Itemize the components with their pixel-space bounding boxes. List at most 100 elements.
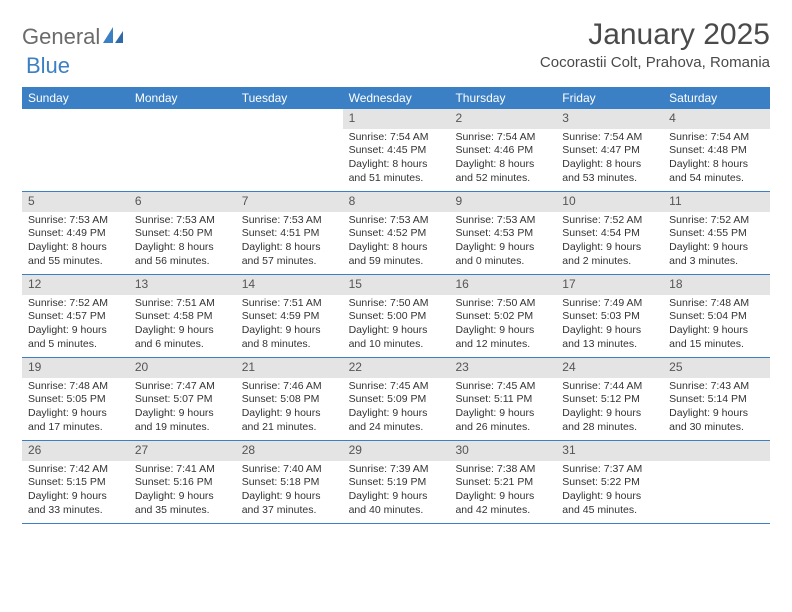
day-content: Sunrise: 7:54 AMSunset: 4:46 PMDaylight:… <box>449 129 556 190</box>
daylight-text-2: and 6 minutes. <box>135 338 230 352</box>
sunrise-text: Sunrise: 7:42 AM <box>28 463 123 477</box>
sunrise-text: Sunrise: 7:54 AM <box>349 131 444 145</box>
daylight-text-2: and 59 minutes. <box>349 255 444 269</box>
day-content: Sunrise: 7:42 AMSunset: 5:15 PMDaylight:… <box>22 461 129 522</box>
logo-text-blue: Blue <box>26 53 70 78</box>
day-number: 1 <box>343 109 450 129</box>
day-number: 5 <box>22 192 129 212</box>
sunrise-text: Sunrise: 7:51 AM <box>242 297 337 311</box>
daylight-text-1: Daylight: 9 hours <box>135 324 230 338</box>
day-content <box>663 461 770 467</box>
sunrise-text: Sunrise: 7:44 AM <box>562 380 657 394</box>
day-cell: 29Sunrise: 7:39 AMSunset: 5:19 PMDayligh… <box>343 441 450 523</box>
day-cell: 22Sunrise: 7:45 AMSunset: 5:09 PMDayligh… <box>343 358 450 440</box>
day-content: Sunrise: 7:52 AMSunset: 4:55 PMDaylight:… <box>663 212 770 273</box>
daylight-text-2: and 52 minutes. <box>455 172 550 186</box>
day-cell: 15Sunrise: 7:50 AMSunset: 5:00 PMDayligh… <box>343 275 450 357</box>
day-number: 28 <box>236 441 343 461</box>
daylight-text-2: and 45 minutes. <box>562 504 657 518</box>
daylight-text-1: Daylight: 9 hours <box>455 490 550 504</box>
day-content <box>236 129 343 135</box>
day-cell: 18Sunrise: 7:48 AMSunset: 5:04 PMDayligh… <box>663 275 770 357</box>
day-cell: 10Sunrise: 7:52 AMSunset: 4:54 PMDayligh… <box>556 192 663 274</box>
logo-sail-icon <box>103 27 125 50</box>
day-cell: 20Sunrise: 7:47 AMSunset: 5:07 PMDayligh… <box>129 358 236 440</box>
daylight-text-1: Daylight: 9 hours <box>349 324 444 338</box>
sunset-text: Sunset: 5:03 PM <box>562 310 657 324</box>
day-cell: 26Sunrise: 7:42 AMSunset: 5:15 PMDayligh… <box>22 441 129 523</box>
daylight-text-2: and 15 minutes. <box>669 338 764 352</box>
daylight-text-1: Daylight: 9 hours <box>349 490 444 504</box>
day-number <box>22 109 129 129</box>
sunrise-text: Sunrise: 7:39 AM <box>349 463 444 477</box>
daylight-text-2: and 24 minutes. <box>349 421 444 435</box>
day-headers-row: Sunday Monday Tuesday Wednesday Thursday… <box>22 87 770 109</box>
sunset-text: Sunset: 4:54 PM <box>562 227 657 241</box>
daylight-text-2: and 5 minutes. <box>28 338 123 352</box>
day-number: 19 <box>22 358 129 378</box>
daylight-text-2: and 40 minutes. <box>349 504 444 518</box>
daylight-text-2: and 17 minutes. <box>28 421 123 435</box>
sunset-text: Sunset: 5:02 PM <box>455 310 550 324</box>
daylight-text-1: Daylight: 9 hours <box>135 407 230 421</box>
daylight-text-1: Daylight: 8 hours <box>562 158 657 172</box>
day-number: 14 <box>236 275 343 295</box>
day-number: 12 <box>22 275 129 295</box>
day-number: 30 <box>449 441 556 461</box>
sunrise-text: Sunrise: 7:53 AM <box>135 214 230 228</box>
day-number <box>663 441 770 461</box>
day-number: 29 <box>343 441 450 461</box>
daylight-text-1: Daylight: 9 hours <box>242 490 337 504</box>
day-number: 16 <box>449 275 556 295</box>
day-content: Sunrise: 7:50 AMSunset: 5:00 PMDaylight:… <box>343 295 450 356</box>
day-content: Sunrise: 7:37 AMSunset: 5:22 PMDaylight:… <box>556 461 663 522</box>
sunrise-text: Sunrise: 7:53 AM <box>455 214 550 228</box>
week-row: 1 Sunrise: 7:54 AMSunset: 4:45 PM Daylight… <box>22 109 770 192</box>
daylight-text-2: and 19 minutes. <box>135 421 230 435</box>
daylight-text-2: and 56 minutes. <box>135 255 230 269</box>
day-content: Sunrise: 7:53 AMSunset: 4:51 PMDaylight:… <box>236 212 343 273</box>
day-number: 11 <box>663 192 770 212</box>
day-cell <box>663 441 770 523</box>
sunrise-text: Sunrise: 7:51 AM <box>135 297 230 311</box>
sunset-text: Sunset: 4:58 PM <box>135 310 230 324</box>
daylight-text-2: and 3 minutes. <box>669 255 764 269</box>
sunrise-text: Sunrise: 7:43 AM <box>669 380 764 394</box>
day-content: Sunrise: 7:38 AMSunset: 5:21 PMDaylight:… <box>449 461 556 522</box>
sunset-text: Sunset: 4:57 PM <box>28 310 123 324</box>
daylight-text-2: and 30 minutes. <box>669 421 764 435</box>
daylight-text-2: and 21 minutes. <box>242 421 337 435</box>
sunrise-text: Sunrise: 7:48 AM <box>28 380 123 394</box>
logo: General <box>22 24 125 50</box>
day-content: Sunrise: 7:43 AMSunset: 5:14 PMDaylight:… <box>663 378 770 439</box>
day-content: Sunrise: 7:53 AMSunset: 4:49 PMDaylight:… <box>22 212 129 273</box>
day-header: Thursday <box>449 87 556 109</box>
day-cell: 1Sunrise: 7:54 AMSunset: 4:45 PMDaylight… <box>343 109 450 191</box>
daylight-text-2: and 0 minutes. <box>455 255 550 269</box>
daylight-text-1: Daylight: 9 hours <box>562 241 657 255</box>
day-number: 8 <box>343 192 450 212</box>
day-number: 6 <box>129 192 236 212</box>
day-cell: 14Sunrise: 7:51 AMSunset: 4:59 PMDayligh… <box>236 275 343 357</box>
daylight-text-2: and 13 minutes. <box>562 338 657 352</box>
sunrise-text: Sunrise: 7:48 AM <box>669 297 764 311</box>
sunset-text: Sunset: 4:48 PM <box>669 144 764 158</box>
sunset-text: Sunset: 5:18 PM <box>242 476 337 490</box>
day-cell: 11Sunrise: 7:52 AMSunset: 4:55 PMDayligh… <box>663 192 770 274</box>
day-number <box>236 109 343 129</box>
day-cell: 3Sunrise: 7:54 AMSunset: 4:47 PMDaylight… <box>556 109 663 191</box>
sunset-text: Sunset: 5:12 PM <box>562 393 657 407</box>
day-cell <box>22 109 129 191</box>
daylight-text-1: Daylight: 8 hours <box>669 158 764 172</box>
day-content: Sunrise: 7:53 AMSunset: 4:52 PMDaylight:… <box>343 212 450 273</box>
daylight-text-1: Daylight: 9 hours <box>562 324 657 338</box>
day-number: 27 <box>129 441 236 461</box>
daylight-text-1: Daylight: 9 hours <box>455 241 550 255</box>
day-cell: 6Sunrise: 7:53 AMSunset: 4:50 PMDaylight… <box>129 192 236 274</box>
day-number: 24 <box>556 358 663 378</box>
daylight-text-1: Daylight: 9 hours <box>562 407 657 421</box>
daylight-text-1: Daylight: 9 hours <box>28 490 123 504</box>
day-content: Sunrise: 7:48 AMSunset: 5:04 PMDaylight:… <box>663 295 770 356</box>
weeks-container: 1 Sunrise: 7:54 AMSunset: 4:45 PM Daylight… <box>22 109 770 524</box>
sunset-text: Sunset: 4:45 PM <box>349 144 444 158</box>
